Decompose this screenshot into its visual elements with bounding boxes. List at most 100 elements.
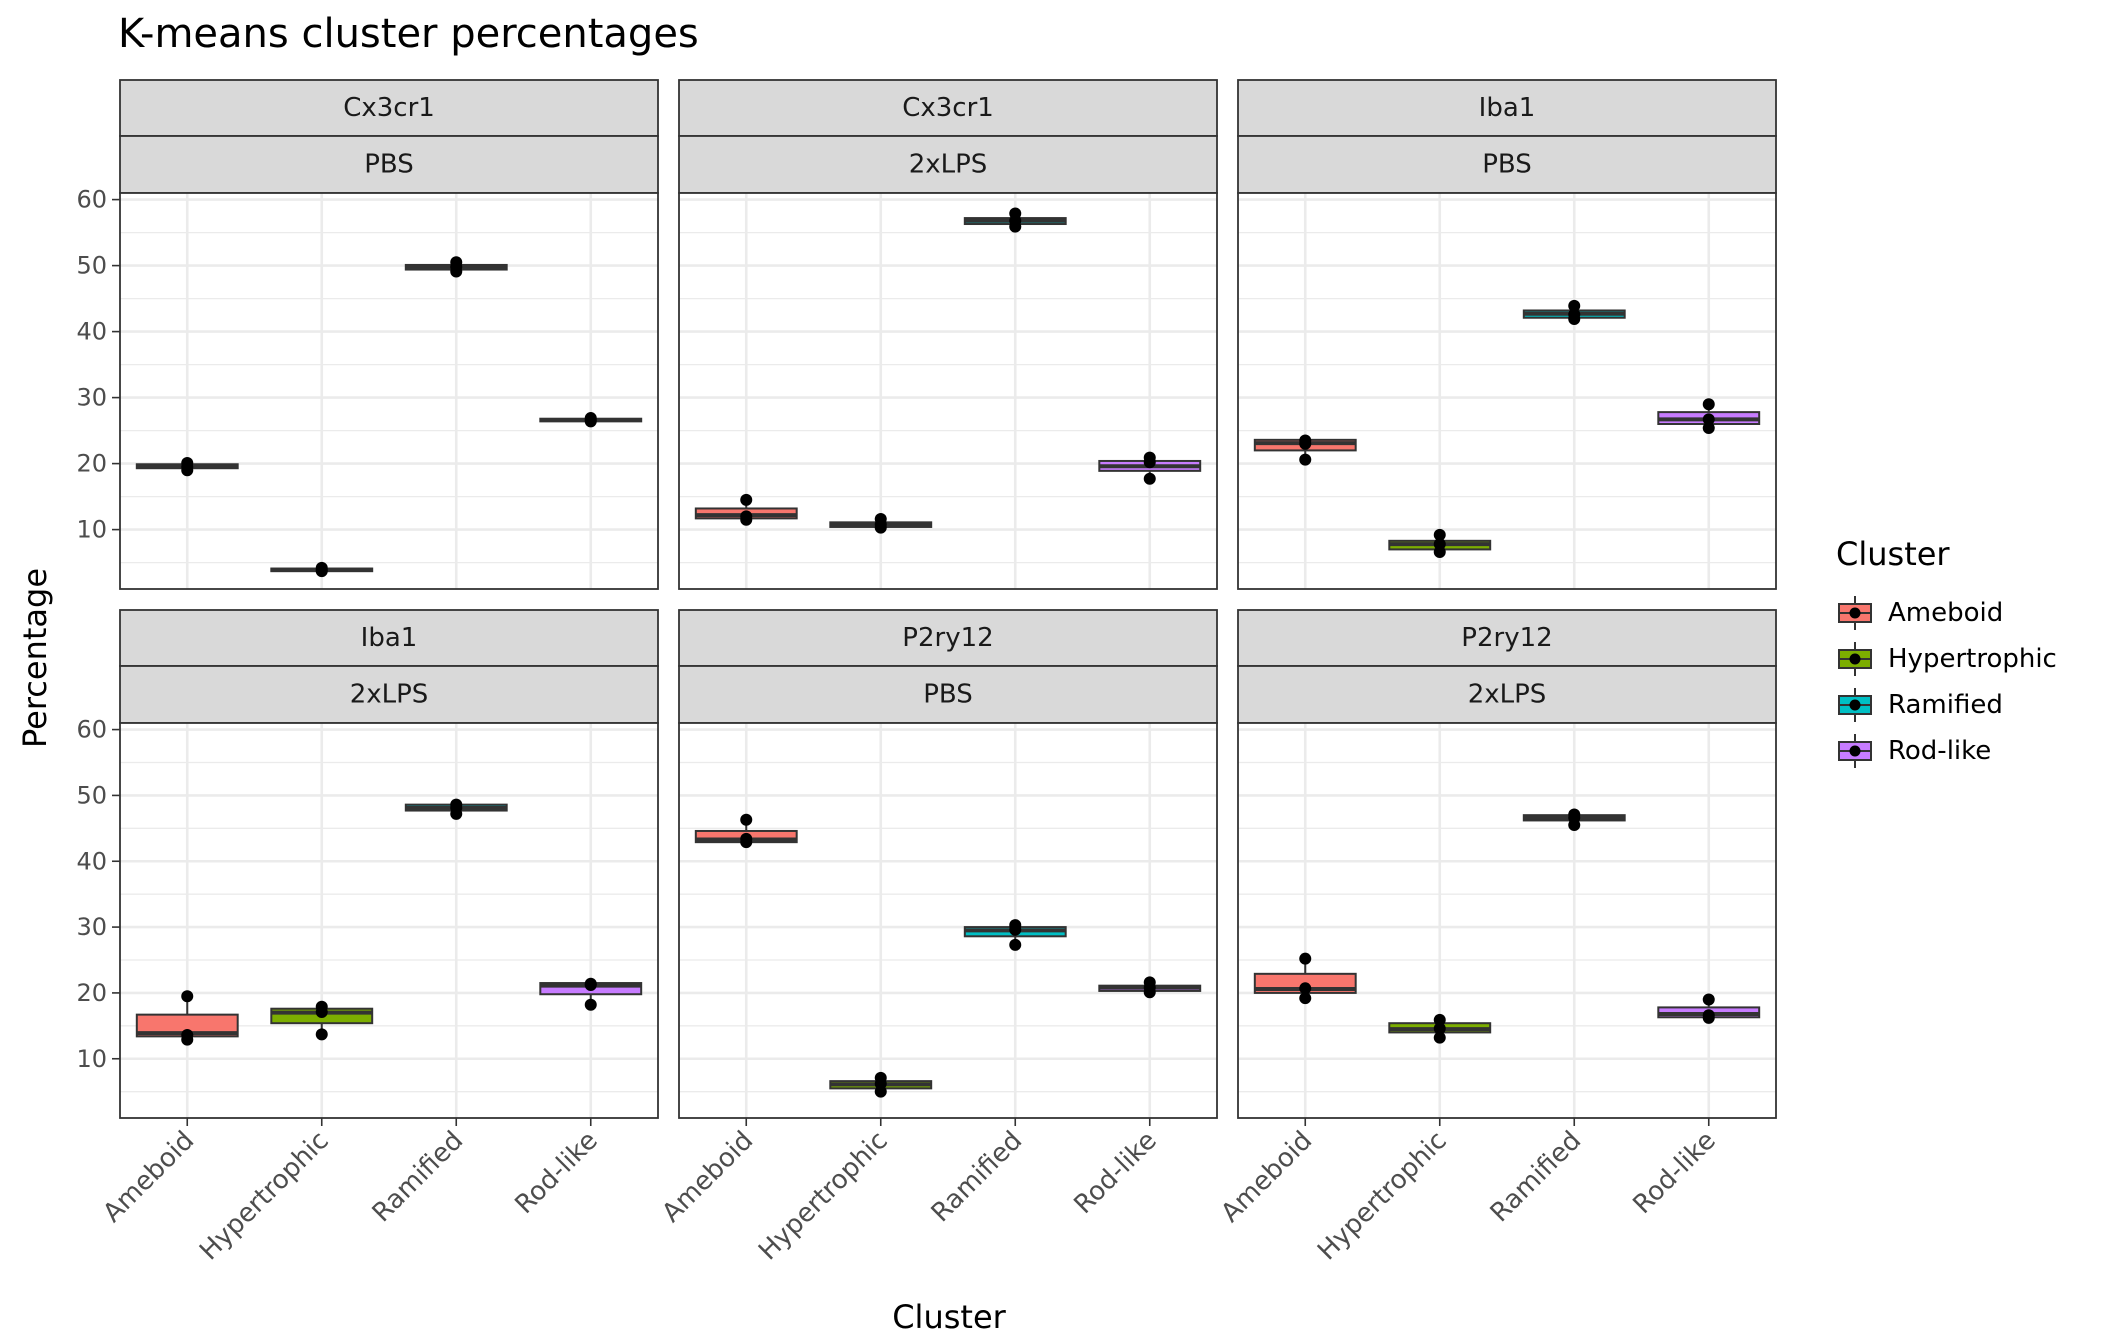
legend-label: Rod-like xyxy=(1888,736,1991,766)
facet-panel: Cx3cr1 2xLPS xyxy=(678,79,1218,590)
y-tick-label: 40 xyxy=(76,318,107,346)
facet-panel: Cx3cr1 PBS 10 20 30 40 50 60 xyxy=(76,79,659,590)
y-tick-label: 30 xyxy=(76,384,107,412)
box-ramified xyxy=(1522,299,1626,326)
strip-top-label: Iba1 xyxy=(361,623,418,653)
x-tick-label: Ramified xyxy=(367,1126,469,1228)
x-tick-label: Rod-like xyxy=(509,1126,603,1220)
x-axis-title: Cluster xyxy=(892,1298,1006,1336)
y-tick-label: 60 xyxy=(76,186,107,214)
data-point xyxy=(740,813,753,826)
box-ameboid xyxy=(694,493,798,526)
data-point xyxy=(1433,1013,1446,1026)
x-tick-label: Ameboid xyxy=(97,1126,200,1229)
box-ramified xyxy=(963,919,1067,951)
data-point xyxy=(181,990,194,1003)
data-point xyxy=(1702,993,1715,1006)
box-ameboid xyxy=(1253,434,1357,466)
box-ameboid xyxy=(694,813,798,849)
data-point xyxy=(1299,982,1312,995)
legend-item-hypertrophic: Hypertrophic xyxy=(1838,642,2057,676)
facet-panel: Iba1 2xLPS 10 20 30 40 50 60 AmeboidHypertrophic… xyxy=(76,609,659,1267)
strip-bottom-label: PBS xyxy=(364,150,414,180)
box-rod-like xyxy=(1098,976,1202,999)
panel-background xyxy=(1238,193,1776,589)
data-point xyxy=(181,1029,194,1042)
data-point xyxy=(874,513,887,526)
data-point xyxy=(1009,938,1022,951)
strip-top xyxy=(119,609,659,667)
box-ameboid xyxy=(1253,952,1357,1005)
data-point xyxy=(315,1000,328,1013)
strip-bottom-label: 2xLPS xyxy=(909,150,988,180)
legend-label: Ameboid xyxy=(1888,598,2003,628)
panel-background xyxy=(120,193,658,589)
legend-item-rod-like: Rod-like xyxy=(1838,734,1991,768)
y-tick-label: 20 xyxy=(76,979,107,1007)
strip-top-label: P2ry12 xyxy=(902,623,993,653)
data-point xyxy=(740,510,753,523)
box-rod-like xyxy=(539,977,643,1011)
y-tick-label: 40 xyxy=(76,847,107,875)
legend-key-point xyxy=(1849,607,1861,619)
y-tick-label: 60 xyxy=(76,716,107,744)
data-point xyxy=(740,832,753,845)
strip-top-label: Cx3cr1 xyxy=(343,93,435,123)
strip-top-label: Cx3cr1 xyxy=(902,93,994,123)
box-rod-like xyxy=(1657,993,1761,1024)
strip-top xyxy=(119,79,659,137)
data-point xyxy=(1143,451,1156,464)
strip-bottom xyxy=(678,135,1218,194)
data-point xyxy=(315,1028,328,1041)
box-hypertrophic xyxy=(270,561,374,578)
panel-border xyxy=(119,722,659,1119)
panel-background xyxy=(679,723,1217,1118)
data-point xyxy=(1568,308,1581,321)
y-tick-label: 50 xyxy=(76,252,107,280)
chart-title: K-means cluster percentages xyxy=(118,11,699,57)
panel-border xyxy=(119,192,659,590)
facet-panels: Cx3cr1PBS102030405060Cx3cr12xLPSIba1PBSI… xyxy=(76,79,1777,1267)
legend-label: Hypertrophic xyxy=(1888,644,2057,674)
legend-key-point xyxy=(1849,745,1861,757)
legend-key-point xyxy=(1849,699,1861,711)
data-point xyxy=(584,998,597,1011)
strip-bottom xyxy=(119,135,659,194)
data-point xyxy=(874,1071,887,1084)
data-point xyxy=(1702,421,1715,434)
x-tick-label: Hypertrophic xyxy=(194,1126,335,1267)
data-point xyxy=(1433,1031,1446,1044)
box-ramified xyxy=(963,207,1067,233)
data-point xyxy=(1702,413,1715,426)
x-tick-label: Rod-like xyxy=(1068,1126,1162,1220)
strip-top-label: Iba1 xyxy=(1479,93,1536,123)
facet-panel: Iba1 PBS xyxy=(1237,79,1777,590)
box-ameboid xyxy=(135,990,239,1046)
data-point xyxy=(1009,207,1022,220)
box-rod-like xyxy=(1657,398,1761,434)
data-point xyxy=(1702,398,1715,411)
data-point xyxy=(1433,528,1446,541)
panel-border xyxy=(678,722,1218,1119)
box-hypertrophic xyxy=(270,1000,374,1041)
strip-top-label: P2ry12 xyxy=(1461,623,1552,653)
data-point xyxy=(1702,1009,1715,1022)
data-point xyxy=(181,456,194,469)
strip-bottom xyxy=(1237,135,1777,194)
data-point xyxy=(1299,434,1312,447)
legend-item-ramified: Ramified xyxy=(1838,688,2003,722)
data-point xyxy=(450,798,463,811)
legend-label: Ramified xyxy=(1888,690,2003,720)
strip-top xyxy=(678,79,1218,137)
data-point xyxy=(1433,1022,1446,1035)
box-rod-like xyxy=(539,412,643,428)
x-tick-label: Ramified xyxy=(1485,1126,1587,1228)
data-point xyxy=(1568,299,1581,312)
data-point xyxy=(740,493,753,506)
panel-border xyxy=(678,192,1218,590)
box-ameboid xyxy=(135,456,239,477)
strip-bottom-label: PBS xyxy=(1482,150,1532,180)
panel-background xyxy=(120,723,658,1118)
legend: Cluster Ameboid Hypertrophic Ramified Rod-l… xyxy=(1836,535,2057,768)
